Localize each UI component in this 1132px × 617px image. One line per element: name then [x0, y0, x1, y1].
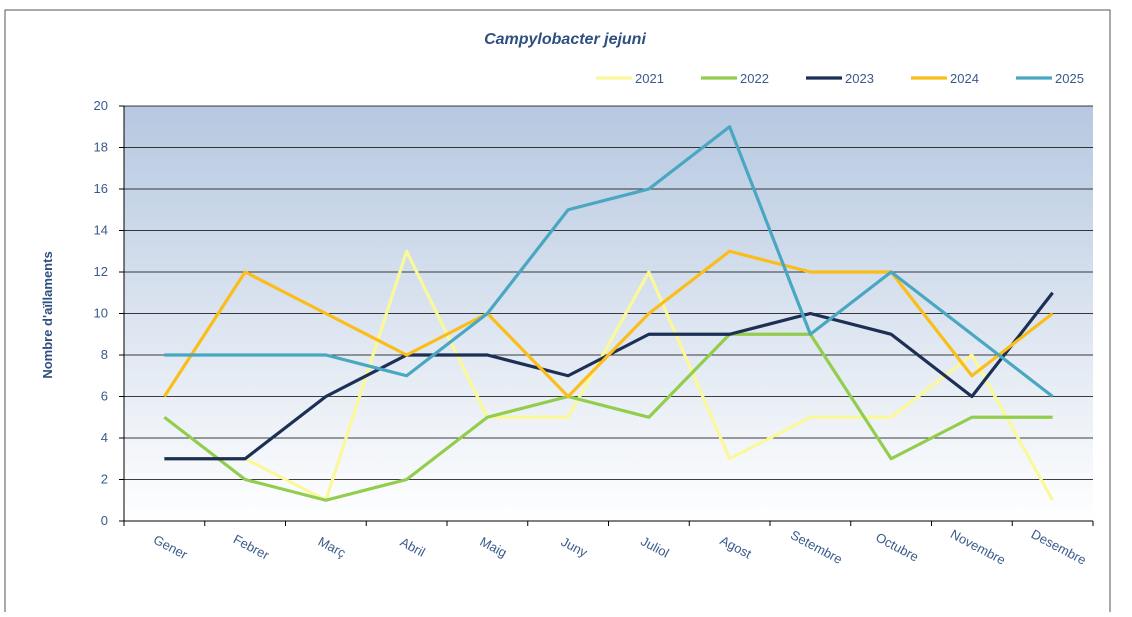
y-tick-label: 20: [94, 98, 108, 113]
y-tick-label: 10: [94, 306, 108, 321]
y-tick-label: 6: [101, 389, 108, 404]
y-tick-label: 4: [101, 430, 108, 445]
legend-label: 2025: [1055, 71, 1084, 86]
y-tick-label: 2: [101, 472, 108, 487]
y-tick-label: 14: [94, 223, 108, 238]
y-tick-label: 0: [101, 513, 108, 528]
series-line: [163, 332, 1053, 502]
chart-title: Campylobacter jejuni: [484, 31, 646, 48]
series-line: [164, 249, 1055, 502]
y-tick-label: 16: [94, 181, 108, 196]
y-axis-label: Nombre d'aïllaments: [40, 251, 55, 378]
legend-label: 2024: [950, 71, 979, 86]
legend-label: 2023: [845, 71, 874, 86]
legend-label: 2021: [635, 71, 664, 86]
legend-label: 2022: [740, 71, 769, 86]
series-line: [164, 125, 1054, 398]
y-tick-label: 12: [94, 264, 108, 279]
y-tick-label: 8: [101, 347, 108, 362]
series-line: [163, 249, 1054, 399]
y-tick-label: 18: [94, 140, 108, 155]
